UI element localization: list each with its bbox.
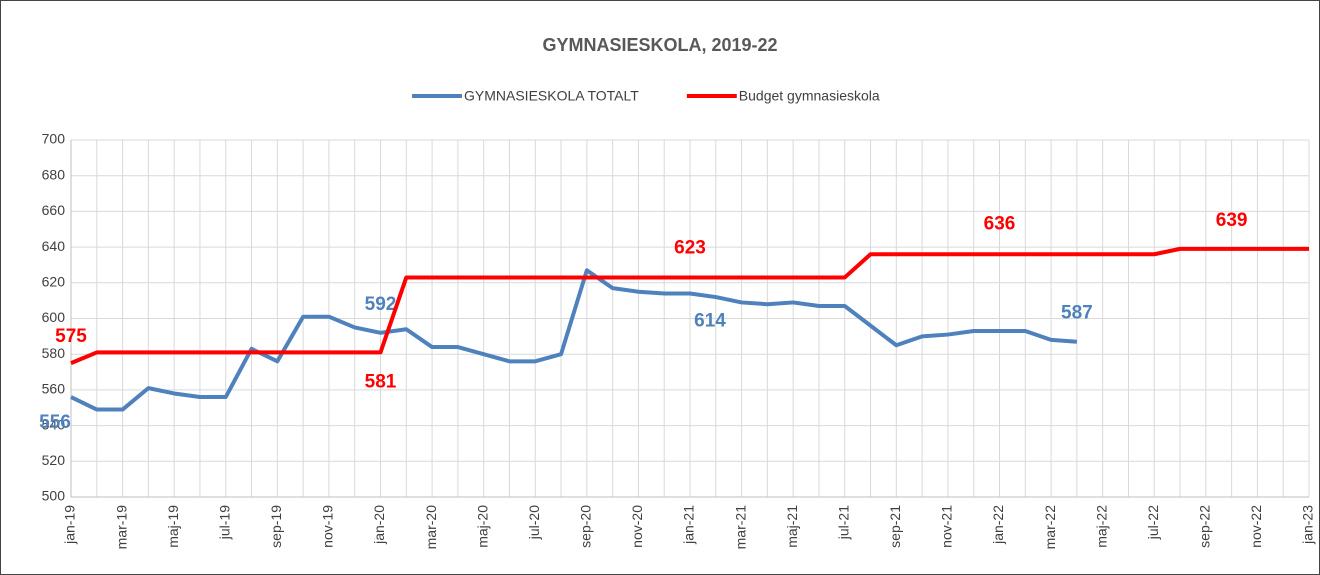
x-tick-label: jan-19 [62, 505, 78, 545]
x-tick-label: jul-21 [835, 505, 851, 540]
x-tick-label: nov-20 [629, 505, 645, 548]
data-label: 623 [674, 237, 706, 258]
legend-label: Budget gymnasieskola [739, 88, 880, 104]
x-tick-label: jan-20 [371, 505, 387, 545]
y-tick-label: 540 [42, 416, 66, 432]
y-tick-label: 640 [42, 238, 66, 254]
x-tick-label: jan-22 [990, 505, 1006, 545]
series-line [70, 246, 1309, 365]
legend-label: GYMNASIESKOLA TOTALT [464, 88, 639, 104]
y-tick-label: 700 [42, 131, 66, 147]
x-tick-label: mar-22 [1042, 505, 1058, 550]
data-label: 592 [365, 294, 397, 315]
x-tick-label: maj-19 [165, 505, 181, 548]
x-tick-label: jul-20 [526, 505, 542, 540]
x-tick-label: sep-19 [268, 505, 284, 548]
x-tick-label: nov-21 [939, 505, 955, 548]
x-tick-label: jul-19 [216, 505, 232, 540]
series-line [70, 268, 1078, 412]
data-label: 636 [984, 213, 1016, 234]
x-tick-label: jul-22 [1145, 505, 1161, 540]
y-tick-label: 620 [42, 274, 66, 290]
x-tick-label: maj-20 [474, 505, 490, 548]
data-label: 581 [365, 371, 397, 392]
x-tick-label: maj-22 [1093, 505, 1109, 548]
y-tick-label: 580 [42, 345, 66, 361]
x-tick-label: mar-21 [732, 505, 748, 550]
legend: GYMNASIESKOLA TOTALT Budget gymnasieskola [412, 88, 880, 104]
x-tick-label: jan-23 [1300, 505, 1316, 545]
x-tick-label: mar-19 [113, 505, 129, 550]
x-tick-label: nov-19 [320, 505, 336, 548]
data-label: 614 [694, 311, 726, 332]
y-tick-label: 560 [42, 381, 66, 397]
x-tick-label: maj-21 [784, 505, 800, 548]
x-tick-label: sep-21 [887, 505, 903, 548]
x-tick-label: mar-20 [423, 505, 439, 550]
data-label: 639 [1216, 210, 1248, 231]
x-tick-label: sep-22 [1197, 505, 1213, 548]
x-tick-label: nov-22 [1248, 505, 1264, 548]
y-tick-label: 500 [42, 488, 66, 504]
x-tick-label: sep-20 [578, 505, 594, 548]
y-tick-label: 680 [42, 166, 66, 182]
chart-title: GYMNASIESKOLA, 2019-22 [542, 35, 777, 55]
y-tick-label: 520 [42, 452, 66, 468]
data-label: 575 [55, 326, 87, 347]
data-label: 556 [39, 412, 71, 433]
y-tick-label: 660 [42, 202, 66, 218]
y-tick-label: 600 [42, 309, 66, 325]
x-tick-label: jan-21 [681, 505, 697, 545]
data-label: 587 [1061, 303, 1093, 324]
